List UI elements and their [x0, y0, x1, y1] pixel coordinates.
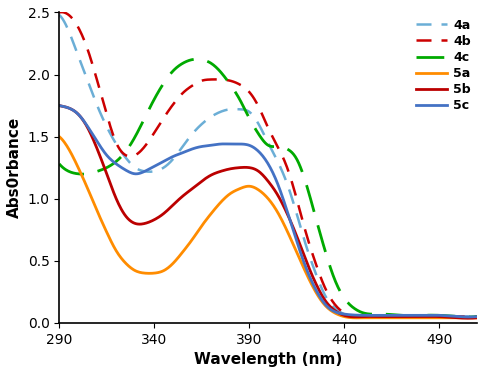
4c: [194, 57, 199, 61]
4b: [59, 10, 65, 14]
4b: [474, 314, 480, 319]
5b: [56, 103, 62, 108]
4a: [257, 125, 263, 129]
4a: [357, 314, 363, 319]
5a: [474, 316, 480, 320]
5a: [56, 134, 62, 139]
Line: 4b: 4b: [59, 12, 477, 316]
5a: [282, 225, 288, 229]
4b: [386, 314, 392, 319]
Line: 5b: 5b: [59, 105, 477, 318]
4a: [400, 314, 406, 319]
4b: [56, 10, 62, 15]
4b: [466, 314, 471, 319]
Line: 5a: 5a: [59, 137, 477, 318]
5b: [399, 314, 405, 319]
4c: [283, 146, 289, 151]
5c: [474, 314, 480, 319]
4b: [306, 240, 312, 245]
Line: 4a: 4a: [59, 15, 477, 316]
5b: [466, 316, 471, 321]
5b: [282, 207, 288, 212]
4c: [474, 314, 480, 319]
5a: [354, 316, 360, 320]
5b: [474, 316, 480, 320]
5a: [305, 275, 311, 279]
4a: [282, 177, 288, 181]
Legend: 4a, 4b, 4c, 5a, 5b, 5c: 4a, 4b, 4c, 5a, 5b, 5c: [413, 16, 473, 115]
4c: [466, 315, 471, 319]
4a: [56, 13, 62, 17]
4a: [474, 314, 480, 319]
5b: [255, 168, 260, 173]
4a: [465, 314, 471, 319]
4b: [283, 163, 289, 167]
5c: [257, 151, 263, 155]
5c: [399, 313, 405, 318]
5c: [255, 148, 260, 153]
4c: [465, 315, 471, 319]
5c: [305, 270, 311, 275]
5b: [464, 316, 470, 321]
4b: [258, 110, 264, 114]
5a: [255, 187, 260, 191]
5a: [465, 316, 471, 320]
4a: [305, 249, 311, 254]
4a: [255, 120, 260, 125]
5c: [282, 203, 288, 208]
X-axis label: Wavelength (nm): Wavelength (nm): [194, 352, 342, 367]
4b: [400, 314, 406, 319]
4c: [306, 190, 312, 195]
Line: 5c: 5c: [59, 105, 477, 317]
5b: [305, 263, 311, 267]
5c: [466, 315, 471, 319]
5c: [464, 315, 470, 319]
5a: [400, 316, 406, 320]
4c: [400, 313, 406, 318]
4c: [56, 162, 62, 166]
4c: [256, 132, 261, 136]
5a: [257, 189, 263, 193]
4b: [256, 104, 261, 109]
Y-axis label: Abs0rbance: Abs0rbance: [7, 117, 22, 218]
5b: [257, 170, 263, 175]
4c: [258, 135, 264, 140]
5c: [56, 103, 62, 108]
Line: 4c: 4c: [59, 59, 477, 317]
